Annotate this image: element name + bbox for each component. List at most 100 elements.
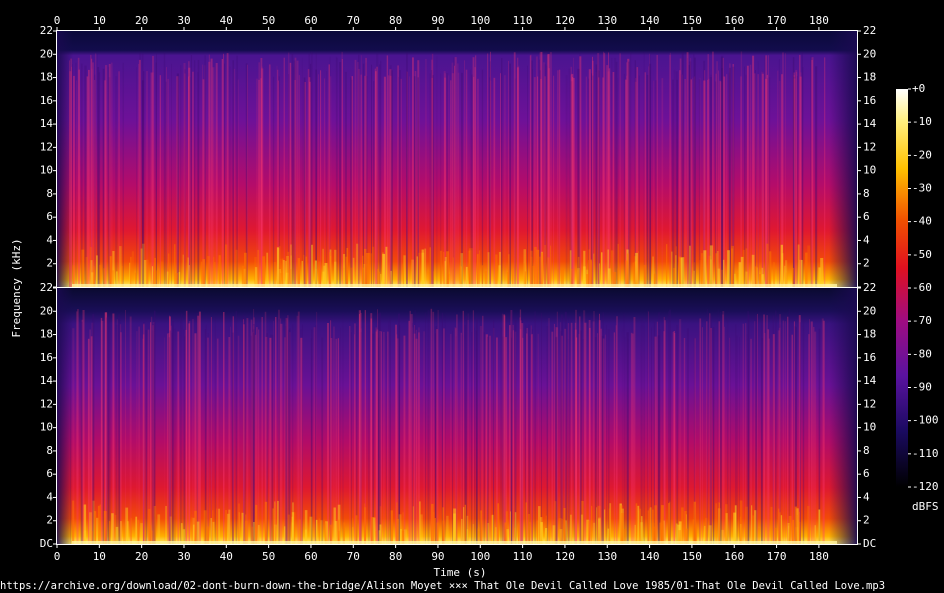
colorbar-tick-label: -10 [912,115,932,128]
y-tick-label: 2 [46,514,53,527]
x-tick-label: 110 [513,550,533,563]
x-tick-label: 40 [220,550,233,563]
edge-fade [57,288,857,544]
x-tick-label: 180 [809,550,829,563]
colorbar-tick-label: -120 [912,480,939,493]
y-axis-title: Frequency (kHz) [10,238,23,337]
x-tick-label: 10 [93,14,106,27]
x-tick-label: 30 [177,550,190,563]
plot-area [57,31,857,544]
bottom-band [72,541,837,544]
x-tick-label: 50 [262,14,275,27]
colorbar-tick-label: -20 [912,148,932,161]
x-tick-label: 60 [304,14,317,27]
y-tick-label: 12 [863,397,876,410]
edge-fade [57,31,857,287]
y-tick-label: 6 [863,467,870,480]
x-tick-label: 80 [389,550,402,563]
y-tick-label: 14 [863,117,877,130]
y-tick-label: 16 [863,351,876,364]
y-tick-label: 22 [40,281,53,294]
y-tick-label: 16 [40,94,53,107]
y-tick-label: 6 [46,467,53,480]
x-tick-label: 80 [389,14,402,27]
x-tick-label: 140 [640,550,660,563]
x-tick-label: 20 [135,14,148,27]
colorbar [896,89,908,487]
x-tick-label: 100 [470,550,490,563]
colorbar-tick-label: -30 [912,182,932,195]
y-tick-label: 4 [46,490,53,503]
panel-frame [56,287,858,545]
y-tick-label: 14 [863,374,877,387]
colorbar-tick-label: -80 [912,347,932,360]
x-tick-label: 160 [724,14,744,27]
y-tick-label: 10 [863,421,876,434]
y-tick-label: 20 [863,47,876,60]
y-tick-label: 22 [863,24,876,37]
y-tick-label: 10 [40,421,53,434]
x-tick-label: 20 [135,550,148,563]
caption: https://archive.org/download/02-dont-bur… [0,580,885,592]
y-tick-label: 22 [40,24,53,37]
y-tick-label: 8 [46,444,53,457]
x-tick-label: 150 [682,550,702,563]
y-tick-label: 4 [863,490,870,503]
y-tick-label: 16 [40,351,53,364]
x-tick-label: 90 [431,14,444,27]
colorbar-title: dBFS [912,500,939,513]
y-tick-label: DC [863,537,876,550]
x-tick-label: 120 [555,14,575,27]
x-tick-label: 120 [555,550,575,563]
colorbar-tick-label: +0 [912,82,925,95]
x-axis-title: Time (s) [434,566,487,579]
y-tick-label: 4 [46,233,53,246]
y-tick-label: 2 [863,514,870,527]
x-tick-label: 140 [640,14,660,27]
x-tick-label: 0 [54,14,61,27]
colorbar-tick-label: -70 [912,314,932,327]
y-tick-label: 8 [863,187,870,200]
x-tick-label: 180 [809,14,829,27]
y-tick-label: 12 [40,140,53,153]
x-tick-label: 150 [682,14,702,27]
y-tick-label: 6 [46,210,53,223]
x-tick-label: 50 [262,550,275,563]
x-tick-label: 170 [767,550,787,563]
x-tick-label: 70 [347,550,360,563]
x-tick-label: 70 [347,14,360,27]
colorbar-tick-label: -50 [912,248,932,261]
y-tick-label: 6 [863,210,870,223]
y-tick-label: 14 [40,374,54,387]
x-tick-label: 40 [220,14,233,27]
x-tick-label: 100 [470,14,490,27]
y-tick-label: 20 [40,47,53,60]
y-tick-label: 2 [46,257,53,270]
y-tick-label: 12 [40,397,53,410]
y-tick-label: 4 [863,233,870,246]
x-tick-label: 110 [513,14,533,27]
x-tick-label: 90 [431,550,444,563]
x-tick-label: 160 [724,550,744,563]
y-tick-label: 20 [40,304,53,317]
x-tick-label: 30 [177,14,190,27]
colorbar-tick-label: -110 [912,447,939,460]
y-tick-label: 16 [863,94,876,107]
y-tick-label: 10 [40,164,53,177]
y-tick-label: 8 [46,187,53,200]
colorbar-tick-label: -40 [912,215,932,228]
x-tick-label: 130 [597,14,617,27]
bottom-band [72,284,837,287]
colorbar-tick-label: -90 [912,381,932,394]
y-tick-label: 2 [863,257,870,270]
x-tick-label: 0 [54,550,61,563]
y-tick-label: 12 [863,140,876,153]
y-tick-label: 22 [863,281,876,294]
x-tick-label: 170 [767,14,787,27]
y-tick-label: 18 [863,71,876,84]
y-tick-label: DC [40,537,53,550]
y-tick-label: 18 [40,71,53,84]
y-tick-label: 18 [863,328,876,341]
colorbar-tick-label: -100 [912,414,939,427]
